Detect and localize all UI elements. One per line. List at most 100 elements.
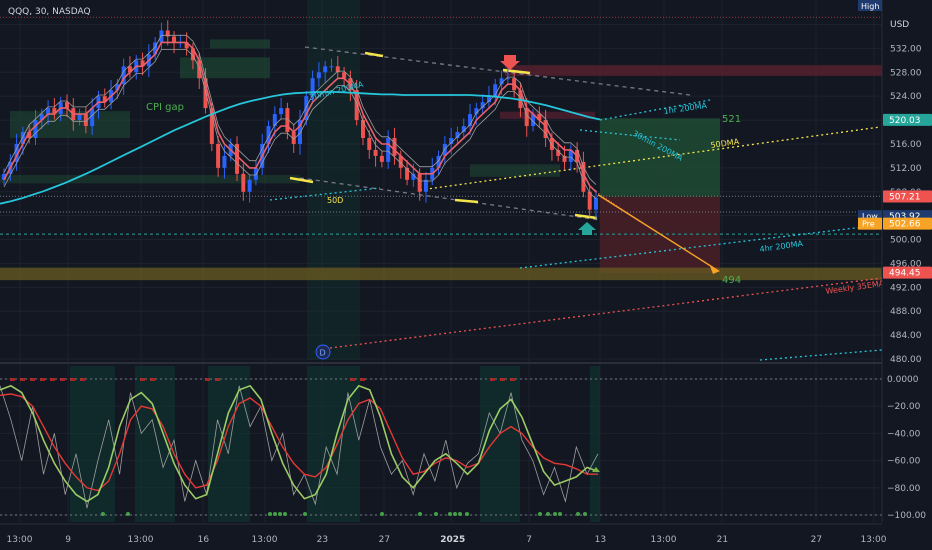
candle-body[interactable] xyxy=(159,30,164,43)
candle-body[interactable] xyxy=(184,42,189,49)
candle-body[interactable] xyxy=(581,161,586,192)
projection-arrow[interactable] xyxy=(597,194,719,272)
candle-body[interactable] xyxy=(493,84,498,97)
trendline-4hr-200ma[interactable] xyxy=(519,224,881,269)
candle-body[interactable] xyxy=(253,167,258,180)
candle-body[interactable] xyxy=(235,143,240,174)
candle-body[interactable] xyxy=(405,167,410,180)
candle-body[interactable] xyxy=(499,78,504,85)
candle-body[interactable] xyxy=(77,114,82,121)
candle-body[interactable] xyxy=(474,108,479,115)
candle-body[interactable] xyxy=(568,149,573,162)
candle-body[interactable] xyxy=(90,108,95,127)
candle-body[interactable] xyxy=(310,78,315,97)
candle-body[interactable] xyxy=(342,72,347,79)
candle-body[interactable] xyxy=(272,114,277,127)
candle-body[interactable] xyxy=(335,66,340,73)
candle-body[interactable] xyxy=(442,143,447,156)
price-badge[interactable] xyxy=(883,266,932,279)
trendline-lower[interactable] xyxy=(299,177,601,221)
candle-body[interactable] xyxy=(461,126,466,133)
candle-body[interactable] xyxy=(505,78,510,80)
candle-body[interactable] xyxy=(543,120,548,138)
candle-body[interactable] xyxy=(329,66,334,68)
candle-body[interactable] xyxy=(216,143,221,168)
candle-body[interactable] xyxy=(279,108,284,115)
candle-body[interactable] xyxy=(46,108,51,115)
candle-body[interactable] xyxy=(20,132,25,144)
candle-body[interactable] xyxy=(323,66,328,73)
sell-arrow-icon[interactable] xyxy=(500,55,520,70)
candle-body[interactable] xyxy=(285,108,290,133)
candles[interactable] xyxy=(2,20,598,219)
price-badge[interactable] xyxy=(883,190,932,203)
candle-body[interactable] xyxy=(480,102,485,109)
candle-body[interactable] xyxy=(556,149,561,156)
candle-body[interactable] xyxy=(83,114,88,127)
candle-body[interactable] xyxy=(486,96,491,103)
trendline-weekly-35ema[interactable] xyxy=(329,277,883,349)
candle-body[interactable] xyxy=(392,137,397,156)
target-zone-upper[interactable] xyxy=(600,118,720,197)
candle-body[interactable] xyxy=(247,179,252,192)
candle-body[interactable] xyxy=(153,42,158,55)
candle-body[interactable] xyxy=(241,173,246,192)
candle-body[interactable] xyxy=(298,120,302,144)
trendline-1hr-200ma[interactable] xyxy=(599,99,711,121)
candle-body[interactable] xyxy=(14,143,19,162)
time-axis[interactable] xyxy=(0,524,882,550)
candle-body[interactable] xyxy=(304,96,309,121)
candle-body[interactable] xyxy=(562,155,567,162)
candle-body[interactable] xyxy=(172,36,177,43)
candle-body[interactable] xyxy=(354,90,359,121)
buy-arrow-icon[interactable] xyxy=(578,222,596,235)
candle-body[interactable] xyxy=(190,48,195,61)
currency-badge[interactable] xyxy=(888,18,922,30)
trendline-50dma[interactable] xyxy=(419,126,881,191)
oscillator-pane[interactable] xyxy=(0,378,882,516)
candle-body[interactable] xyxy=(436,155,441,168)
dividend-marker[interactable] xyxy=(315,344,331,360)
candle-body[interactable] xyxy=(537,114,542,121)
candle-body[interactable] xyxy=(127,66,132,73)
candle-body[interactable] xyxy=(398,155,403,168)
price-badge[interactable] xyxy=(883,113,932,126)
candle-body[interactable] xyxy=(379,155,384,162)
candle-body[interactable] xyxy=(524,108,529,127)
candle-body[interactable] xyxy=(594,197,598,210)
candle-body[interactable] xyxy=(386,137,391,162)
trendline-50d[interactable] xyxy=(269,187,381,201)
candle-body[interactable] xyxy=(39,114,44,121)
candle-body[interactable] xyxy=(209,108,214,144)
candle-body[interactable] xyxy=(27,132,32,138)
candle-body[interactable] xyxy=(587,191,592,210)
candle-body[interactable] xyxy=(121,66,126,85)
candle-body[interactable] xyxy=(266,126,271,144)
candle-body[interactable] xyxy=(52,108,57,115)
candle-body[interactable] xyxy=(549,137,554,150)
candle-body[interactable] xyxy=(455,132,460,138)
candle-body[interactable] xyxy=(449,137,454,144)
candle-body[interactable] xyxy=(291,132,296,144)
candle-body[interactable] xyxy=(423,179,428,192)
candle-body[interactable] xyxy=(2,173,6,180)
candle-body[interactable] xyxy=(468,114,473,127)
candle-body[interactable] xyxy=(360,120,365,138)
price-badge[interactable] xyxy=(883,217,932,230)
candle-body[interactable] xyxy=(411,173,416,180)
candle-body[interactable] xyxy=(222,155,227,168)
candle-body[interactable] xyxy=(165,30,170,37)
candle-body[interactable] xyxy=(316,72,321,79)
candle-body[interactable] xyxy=(367,137,372,150)
candle-body[interactable] xyxy=(115,84,120,91)
candle-body[interactable] xyxy=(102,96,107,103)
trendline-30min-200ma[interactable] xyxy=(579,129,681,141)
candle-body[interactable] xyxy=(33,120,38,138)
candle-body[interactable] xyxy=(373,149,378,156)
trendline-upper[interactable] xyxy=(304,46,691,96)
candle-body[interactable] xyxy=(417,173,422,192)
candle-body[interactable] xyxy=(64,102,69,109)
trendline-cyan[interactable] xyxy=(759,349,883,361)
candle-body[interactable] xyxy=(203,78,208,109)
